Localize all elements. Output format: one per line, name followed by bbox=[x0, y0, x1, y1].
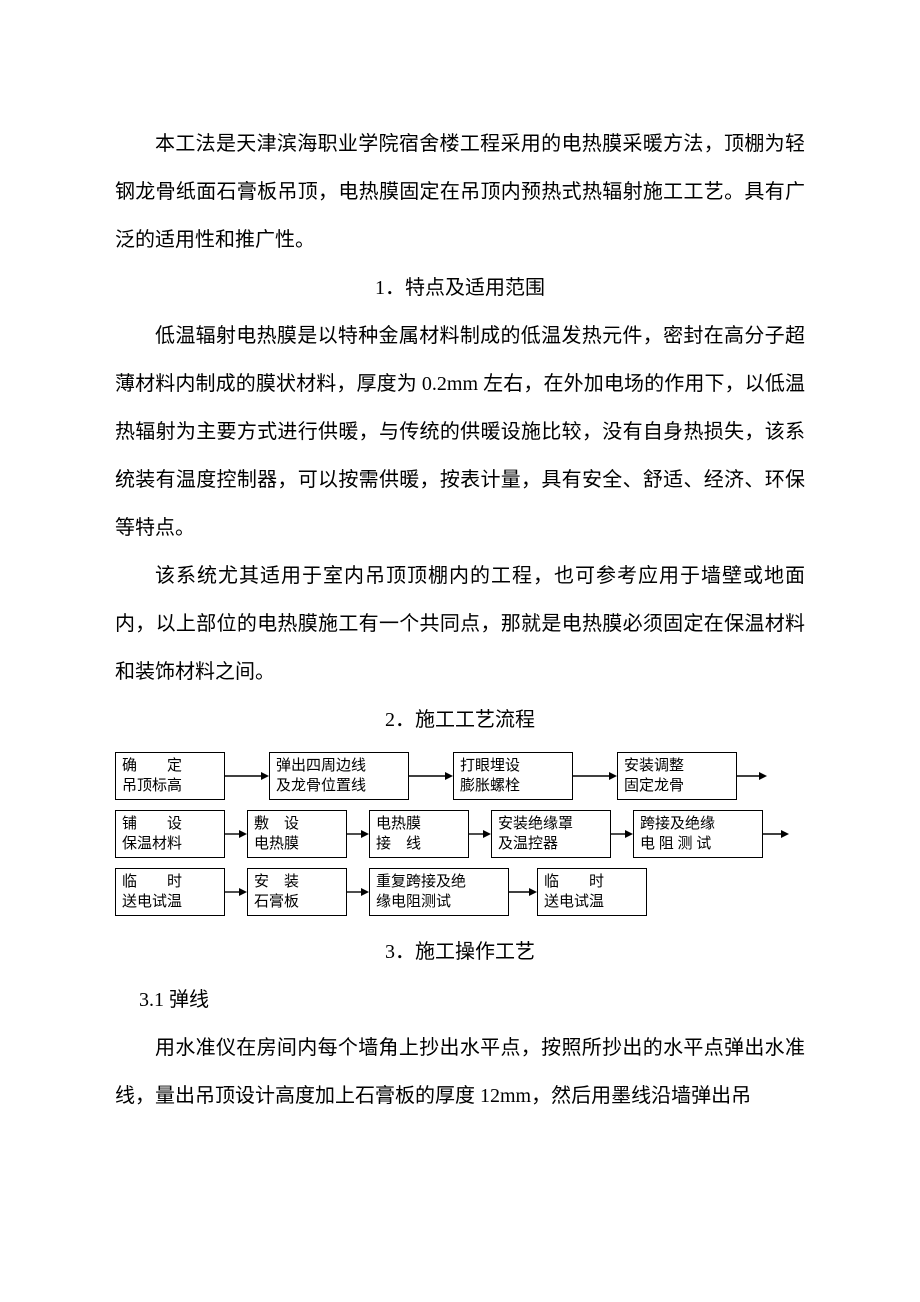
flow-box-line1: 电热膜 bbox=[376, 814, 462, 834]
flow-box-line1: 敷 设 bbox=[254, 814, 340, 834]
flow-box: 临 时 送电试温 bbox=[537, 868, 647, 916]
document-page: 本工法是天津滨海职业学院宿舍楼工程采用的电热膜采暖方法，顶棚为轻钢龙骨纸面石膏板… bbox=[0, 0, 920, 1180]
arrow-right-icon bbox=[409, 752, 453, 800]
flow-box-line1: 弹出四周边线 bbox=[276, 756, 402, 776]
flow-box: 打眼埋设 膨胀螺栓 bbox=[453, 752, 573, 800]
flow-box-line2: 膨胀螺栓 bbox=[460, 776, 566, 796]
flow-box-line2: 及龙骨位置线 bbox=[276, 776, 402, 796]
arrow-right-icon bbox=[763, 810, 789, 858]
flow-box-line1: 安装调整 bbox=[624, 756, 730, 776]
flow-row-2: 铺 设 保温材料 敷 设 电热膜 电热膜 接 线 安装绝缘罩 及 bbox=[115, 810, 805, 858]
arrow-right-icon bbox=[469, 810, 491, 858]
arrow-right-icon bbox=[737, 752, 767, 800]
flow-box-line2: 缘电阻测试 bbox=[376, 892, 502, 912]
flow-box-line2: 吊顶标高 bbox=[122, 776, 218, 796]
flow-box-line1: 重复跨接及绝 bbox=[376, 872, 502, 892]
flow-box-line2: 电 阻 测 试 bbox=[640, 834, 756, 854]
flow-box-line2: 石膏板 bbox=[254, 892, 340, 912]
arrow-right-icon bbox=[347, 868, 369, 916]
flow-box-line1: 安 装 bbox=[254, 872, 340, 892]
flow-box-line1: 铺 设 bbox=[122, 814, 218, 834]
flow-box-line1: 打眼埋设 bbox=[460, 756, 566, 776]
section-1-paragraph-b: 该系统尤其适用于室内吊顶顶棚内的工程，也可参考应用于墙壁或地面内，以上部位的电热… bbox=[115, 552, 805, 696]
flow-box: 跨接及绝缘 电 阻 测 试 bbox=[633, 810, 763, 858]
flow-box-line1: 安装绝缘罩 bbox=[498, 814, 604, 834]
arrow-right-icon bbox=[573, 752, 617, 800]
intro-paragraph: 本工法是天津滨海职业学院宿舍楼工程采用的电热膜采暖方法，顶棚为轻钢龙骨纸面石膏板… bbox=[115, 120, 805, 264]
section-1-paragraph-a: 低温辐射电热膜是以特种金属材料制成的低温发热元件，密封在高分子超薄材料内制成的膜… bbox=[115, 312, 805, 552]
arrow-right-icon bbox=[347, 810, 369, 858]
arrow-right-icon bbox=[225, 810, 247, 858]
flow-box-line1: 确 定 bbox=[122, 756, 218, 776]
flow-box-line2: 送电试温 bbox=[544, 892, 640, 912]
flow-box: 电热膜 接 线 bbox=[369, 810, 469, 858]
section-heading-3: 3．施工操作工艺 bbox=[115, 928, 805, 976]
flow-box: 安装调整 固定龙骨 bbox=[617, 752, 737, 800]
flow-box: 重复跨接及绝 缘电阻测试 bbox=[369, 868, 509, 916]
arrow-right-icon bbox=[611, 810, 633, 858]
arrow-right-icon bbox=[225, 752, 269, 800]
flow-box-line2: 电热膜 bbox=[254, 834, 340, 854]
arrow-right-icon bbox=[225, 868, 247, 916]
flow-row-3: 临 时 送电试温 安 装 石膏板 重复跨接及绝 缘电阻测试 临 时 bbox=[115, 868, 805, 916]
subsection-3-1-title: 3.1 弹线 bbox=[115, 976, 805, 1024]
subsection-3-1-body: 用水准仪在房间内每个墙角上抄出水平点，按照所抄出的水平点弹出水准线，量出吊顶设计… bbox=[115, 1024, 805, 1120]
process-flowchart: 确 定 吊顶标高 弹出四周边线 及龙骨位置线 打眼埋设 膨胀螺栓 安装调整 bbox=[115, 752, 805, 916]
flow-box: 敷 设 电热膜 bbox=[247, 810, 347, 858]
flow-box: 安装绝缘罩 及温控器 bbox=[491, 810, 611, 858]
flow-box-line2: 接 线 bbox=[376, 834, 462, 854]
arrow-right-icon bbox=[509, 868, 537, 916]
flow-box: 安 装 石膏板 bbox=[247, 868, 347, 916]
section-heading-2: 2．施工工艺流程 bbox=[115, 696, 805, 744]
flow-box: 确 定 吊顶标高 bbox=[115, 752, 225, 800]
flow-box-line2: 固定龙骨 bbox=[624, 776, 730, 796]
section-heading-1: 1．特点及适用范围 bbox=[115, 264, 805, 312]
flow-box-line1: 临 时 bbox=[544, 872, 640, 892]
flow-box-line2: 送电试温 bbox=[122, 892, 218, 912]
flow-box: 临 时 送电试温 bbox=[115, 868, 225, 916]
flow-box-line2: 及温控器 bbox=[498, 834, 604, 854]
flow-box: 铺 设 保温材料 bbox=[115, 810, 225, 858]
flow-box: 弹出四周边线 及龙骨位置线 bbox=[269, 752, 409, 800]
flow-box-line1: 临 时 bbox=[122, 872, 218, 892]
flow-box-line1: 跨接及绝缘 bbox=[640, 814, 756, 834]
flow-row-1: 确 定 吊顶标高 弹出四周边线 及龙骨位置线 打眼埋设 膨胀螺栓 安装调整 bbox=[115, 752, 805, 800]
flow-box-line2: 保温材料 bbox=[122, 834, 218, 854]
